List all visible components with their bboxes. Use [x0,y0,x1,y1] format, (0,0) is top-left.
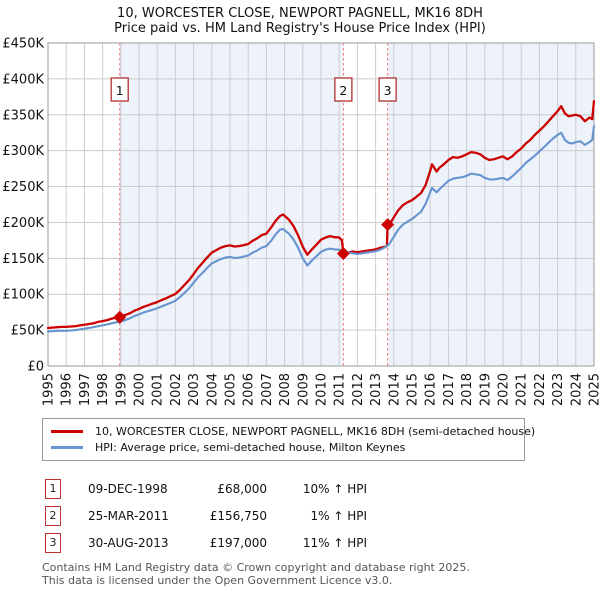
y-axis-tick-label: £400K [2,72,44,87]
transaction-price: £68,000 [217,481,267,496]
event-number-label-3: 3 [384,83,392,98]
x-axis-tick-label: 2008 [278,373,293,406]
x-axis-tick-label: 2025 [588,373,600,406]
transaction-date: 09-DEC-1998 [88,481,168,496]
y-axis-tick-label: £350K [2,108,44,123]
x-axis-tick-label: 2009 [296,373,311,406]
x-axis-tick-label: 2000 [133,373,148,406]
footer-line-1: Contains HM Land Registry data © Crown c… [42,561,470,574]
y-axis-tick-label: £0 [27,360,44,375]
transaction-number-badge: 2 [45,505,61,526]
chart-header: 10, WORCESTER CLOSE, NEWPORT PAGNELL, MK… [0,0,600,36]
x-axis-tick-label: 2018 [460,373,475,406]
table-row: 2 25-MAR-2011 £156,750 1% ↑ HPI [45,502,600,529]
page-subtitle: Price paid vs. HM Land Registry's House … [114,21,486,36]
transaction-price: £197,000 [209,535,267,550]
x-axis-tick-label: 1998 [96,373,111,406]
transaction-hpi-delta: 11% ↑ HPI [302,535,367,550]
y-axis-tick-label: £450K [2,37,44,52]
ownership-period-band [119,43,344,366]
x-axis-tick-label: 2017 [442,373,457,406]
x-axis-tick-label: 2014 [387,373,402,406]
legend-row-hpi: HPI: Average price, semi-detached house,… [51,439,516,455]
legend-label-hpi: HPI: Average price, semi-detached house,… [95,440,406,454]
sale-marker-2 [336,246,350,260]
event-number-box-1 [110,77,129,102]
x-axis-tick-label: 2021 [515,373,530,406]
hpi-line [46,125,596,333]
x-axis-tick-label: 2006 [242,373,257,406]
transaction-number-badge: 1 [45,478,61,499]
x-axis-tick-label: 2004 [205,373,220,406]
legend-label-price-paid: 10, WORCESTER CLOSE, NEWPORT PAGNELL, MK… [95,424,536,438]
x-axis-tick-label: 2023 [551,373,566,406]
copyright-footer: Contains HM Land Registry data © Crown c… [42,561,600,587]
table-row: 3 30-AUG-2013 £197,000 11% ↑ HPI [45,529,600,556]
x-axis-tick-label: 2022 [533,373,548,406]
event-number-box-3 [378,77,397,102]
x-axis-tick-label: 1995 [42,373,57,406]
x-axis-tick-label: 2011 [333,373,348,406]
x-axis-tick-label: 2005 [224,373,239,406]
table-row: 1 09-DEC-1998 £68,000 10% ↑ HPI [45,475,600,502]
x-axis-tick-label: 2002 [169,373,184,406]
event-number-box-2 [334,77,353,102]
y-axis-tick-label: £200K [2,216,44,231]
y-axis-tick-label: £150K [2,252,44,267]
x-axis-tick-label: 2024 [569,373,584,406]
transaction-number-badge: 3 [45,532,61,553]
x-axis-tick-label: 1996 [60,373,75,406]
transaction-hpi-delta: 1% ↑ HPI [310,508,367,523]
footer-line-2: This data is licensed under the Open Gov… [42,573,393,587]
x-axis-tick-label: 2016 [424,373,439,406]
x-axis-tick-label: 1997 [78,373,93,406]
x-axis-tick-label: 2003 [187,373,202,406]
plot-border [47,42,595,367]
event-number-label-1: 1 [116,83,124,98]
chart-legend: 10, WORCESTER CLOSE, NEWPORT PAGNELL, MK… [42,418,535,461]
hpi-line-swatch [51,445,83,449]
page-title: 10, WORCESTER CLOSE, NEWPORT PAGNELL, MK… [117,6,483,21]
x-axis-tick-label: 2012 [351,373,366,406]
price-history-chart: £0 £50K £100K £150K £200K £250K £300K £350K £400… [2,37,600,407]
price-paid-line-swatch [51,429,83,433]
x-axis-tick-label: 1999 [114,373,129,406]
y-axis-tick-label: £100K [2,288,44,303]
ownership-period-band [387,43,594,366]
sale-marker-3 [381,218,395,232]
x-axis-tick-label: 2010 [315,373,330,406]
transactions-table: 1 09-DEC-1998 £68,000 10% ↑ HPI 2 25-MAR… [45,475,600,556]
transaction-hpi-delta: 10% ↑ HPI [302,481,367,496]
y-axis-tick-label: £250K [2,180,44,195]
price-paid-line [46,99,596,330]
x-axis-tick-label: 2001 [151,373,166,406]
y-axis-tick-label: £50K [11,324,45,339]
x-axis-tick-label: 2019 [478,373,493,406]
y-axis-tick-label: £300K [2,144,44,159]
legend-row-price-paid: 10, WORCESTER CLOSE, NEWPORT PAGNELL, MK… [51,423,535,439]
x-axis-tick-label: 2020 [497,373,512,406]
transaction-date: 30-AUG-2013 [88,535,169,550]
x-axis-tick-label: 2013 [369,373,384,406]
x-axis-tick-label: 2015 [406,373,421,406]
x-axis-tick-label: 2007 [260,373,275,406]
transaction-price: £156,750 [209,508,267,523]
event-number-label-2: 2 [339,83,347,98]
sale-marker-1 [113,310,127,324]
transaction-date: 25-MAR-2011 [88,508,169,523]
